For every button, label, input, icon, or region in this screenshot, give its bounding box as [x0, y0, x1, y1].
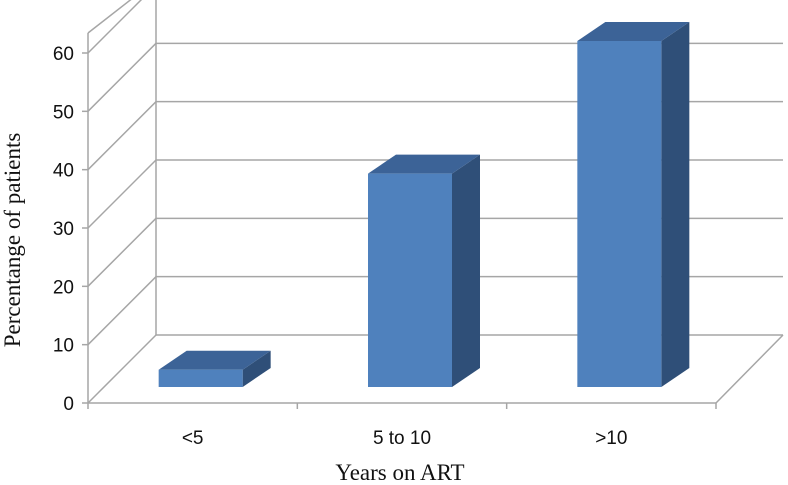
y-tick-label: 10 [53, 336, 74, 357]
gridline-diagonal [87, 276, 157, 346]
bar-side [242, 350, 271, 387]
y-tick-label: 20 [53, 277, 74, 298]
x-tick-label: >10 [595, 428, 627, 449]
y-tick-label: 60 [53, 44, 74, 65]
floor-right-edge [715, 334, 784, 404]
bar [577, 22, 690, 387]
bar [368, 154, 480, 387]
bar-side [452, 154, 480, 387]
gridline-diagonal [87, 101, 157, 171]
y-tick-label: 0 [63, 394, 74, 415]
bar-top [368, 154, 480, 174]
x-tick-labels: <5 5 to 10 >10 [182, 428, 628, 449]
y-tick-label: 40 [53, 161, 74, 182]
bar-top [158, 350, 271, 370]
gridline-diagonal [87, 159, 157, 229]
gridline-diagonal [87, 0, 143, 54]
bar-front [158, 369, 243, 387]
gridline-diagonal [87, 217, 157, 287]
gridline-diagonal [87, 334, 157, 404]
x-tick-label: <5 [182, 428, 204, 449]
wall-top-edge [87, 0, 132, 34]
x-axis-title: Years on ART [335, 460, 464, 485]
bar-side [661, 22, 690, 387]
x-tick-label: 5 to 10 [373, 428, 431, 449]
bar [158, 350, 271, 387]
bars [158, 22, 690, 387]
bar-front [368, 173, 452, 387]
y-tick-label: 50 [53, 102, 74, 123]
bar-top [577, 22, 690, 41]
bar-front [577, 41, 662, 387]
gridline-diagonal [87, 42, 157, 112]
y-tick-label: 30 [53, 219, 74, 240]
y-tick-labels: 0 10 20 30 40 50 60 [53, 44, 74, 415]
y-axis-title: Percentange of patients [0, 133, 25, 348]
